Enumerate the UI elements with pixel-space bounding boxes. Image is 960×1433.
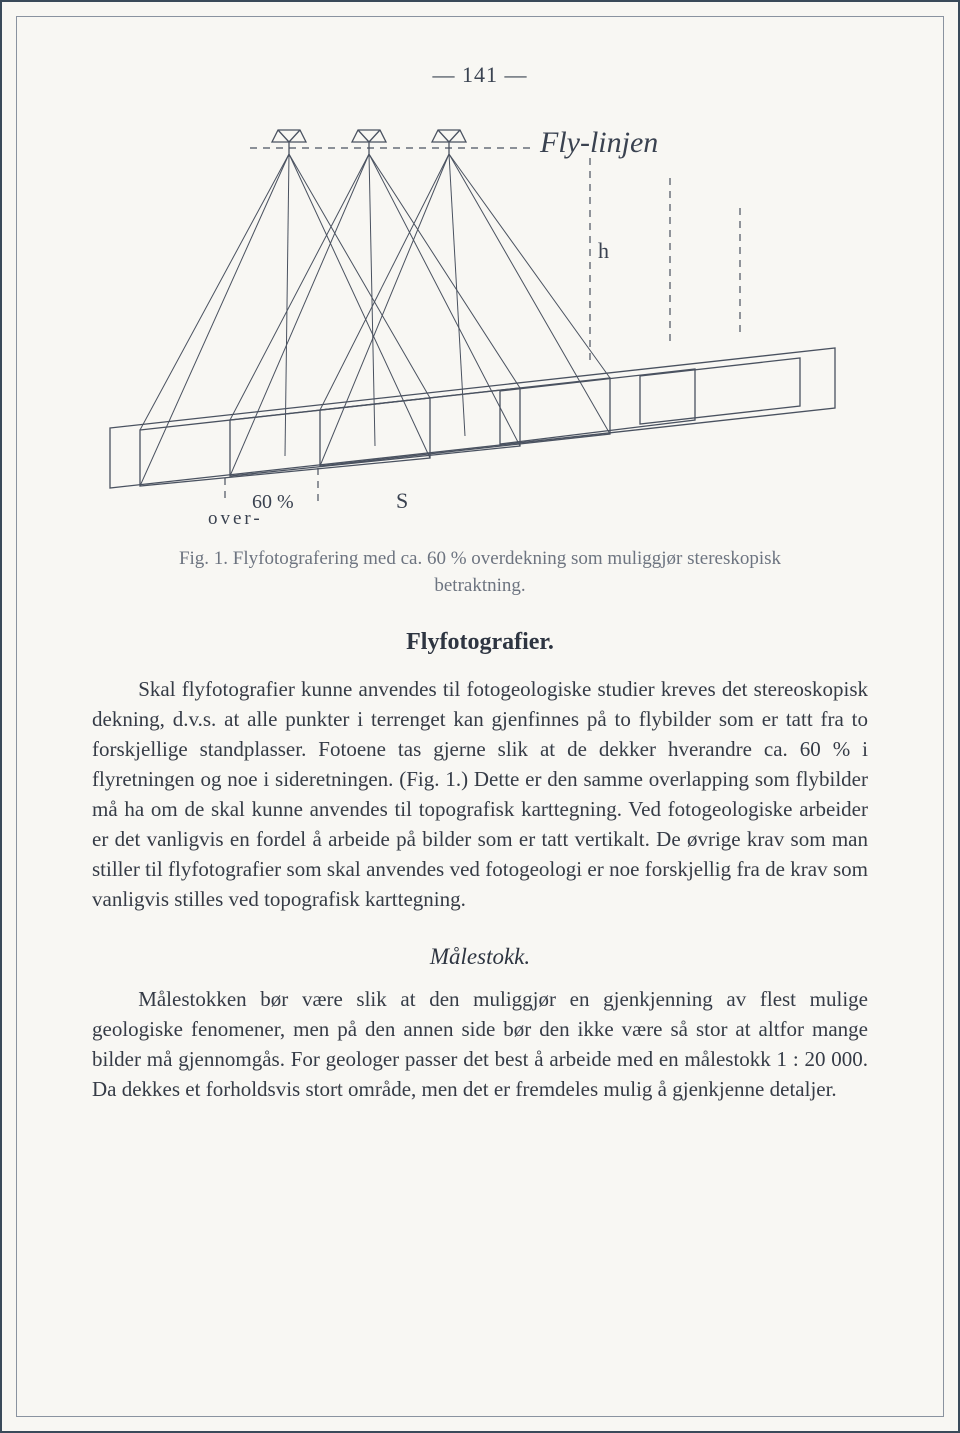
- ground-plane: [110, 348, 835, 488]
- section-flyfotografier-title: Flyfotografier.: [92, 629, 868, 656]
- spacing-label: S: [396, 488, 408, 513]
- page: — 141 — Fly-linjen: [0, 0, 960, 1433]
- camera-3-icon: [432, 130, 466, 154]
- fly-line-label: Fly-linjen: [539, 126, 658, 159]
- overlap-label-1: over-: [208, 508, 263, 528]
- figure-1: Fly-linjen: [92, 108, 868, 528]
- overlap-label-2: lapping: [198, 526, 276, 528]
- camera-2-icon: [352, 130, 386, 154]
- figure-1-svg: Fly-linjen: [100, 108, 860, 528]
- page-number: — 141 —: [92, 62, 868, 88]
- camera-1-icon: [272, 130, 306, 154]
- figure-1-caption: Fig. 1. Flyfotografering med ca. 60 % ov…: [140, 546, 820, 599]
- section-flyfotografier-paragraph: Skal flyfotografier kunne anvendes til f…: [92, 674, 868, 914]
- section-malestokk-paragraph: Målestokken bør være slik at den muliggj…: [92, 984, 868, 1104]
- height-label: h: [598, 238, 609, 263]
- section-malestokk-title: Målestokk.: [92, 944, 868, 970]
